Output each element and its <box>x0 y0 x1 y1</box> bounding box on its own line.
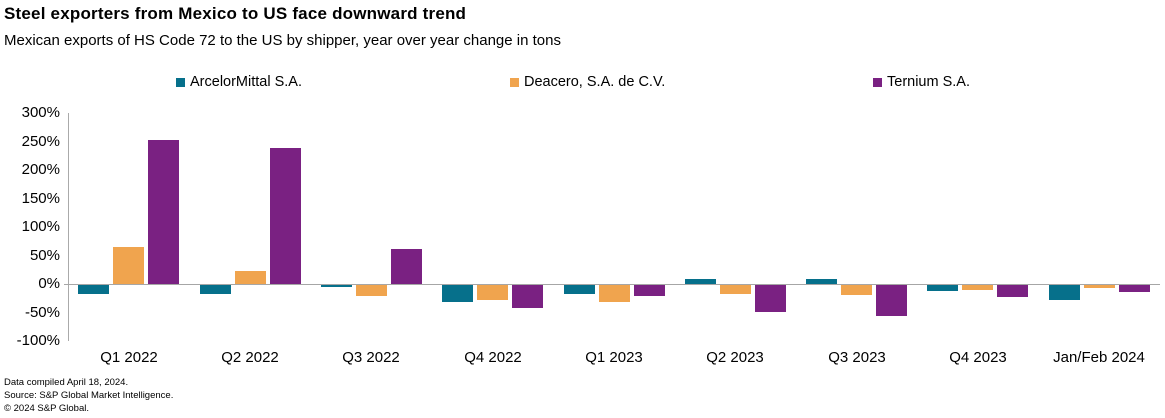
bar-arcelormittal-s-a-q2-2023 <box>685 279 716 284</box>
y-axis-tick-label: 100% <box>21 218 60 235</box>
footer-compiled-line: Data compiled April 18, 2024. <box>4 377 129 388</box>
y-axis-tick-label: -100% <box>16 332 60 349</box>
legend-item-arcelormittal-s-a: ArcelorMittal S.A. <box>176 74 302 90</box>
x-axis-tick-label: Q3 2022 <box>342 349 400 366</box>
zero-baseline <box>64 284 1160 285</box>
footer-source-line: Source: S&P Global Market Intelligence. <box>4 390 174 401</box>
x-axis-tick-label: Q4 2022 <box>464 349 522 366</box>
bar-ternium-s-a-q1-2022 <box>148 140 179 284</box>
legend-item-ternium-s-a: Ternium S.A. <box>873 74 970 90</box>
x-axis-tick-label: Jan/Feb 2024 <box>1053 349 1145 366</box>
bar-ternium-s-a-q4-2022 <box>512 285 543 308</box>
bar-deacero-s-a-de-c-v-q3-2023 <box>841 285 872 295</box>
page-title: Steel exporters from Mexico to US face d… <box>4 4 467 23</box>
y-axis-line <box>68 113 69 341</box>
bar-deacero-s-a-de-c-v-q1-2023 <box>599 285 630 302</box>
x-axis-tick-label: Q1 2023 <box>585 349 643 366</box>
bar-deacero-s-a-de-c-v-q2-2023 <box>720 285 751 294</box>
legend-label: Ternium S.A. <box>887 74 970 90</box>
y-axis-tick-label: 50% <box>29 246 60 264</box>
y-axis-tick-label: 250% <box>21 132 60 150</box>
bar-arcelormittal-s-a-q4-2022 <box>442 285 473 302</box>
x-axis-tick-label: Q3 2023 <box>828 349 886 366</box>
y-axis-tick-label: -50% <box>24 303 60 321</box>
legend-label: ArcelorMittal S.A. <box>190 74 302 90</box>
y-axis-tick-label: 0% <box>38 275 60 292</box>
y-axis-tick-label: 200% <box>21 161 60 178</box>
bar-arcelormittal-s-a-jan-feb-2024 <box>1049 285 1080 300</box>
bar-ternium-s-a-q3-2022 <box>391 249 422 284</box>
bar-deacero-s-a-de-c-v-q1-2022 <box>113 247 144 284</box>
legend-item-deacero-s-a-de-c-v: Deacero, S.A. de C.V. <box>510 74 665 90</box>
bar-chart: 300% 250% 200% 150% 100% 50% 0% -50% -100% Q1 20… <box>0 104 1165 383</box>
bar-deacero-s-a-de-c-v-q4-2022 <box>477 285 508 300</box>
x-axis-tick-label: Q2 2023 <box>706 349 764 366</box>
footer-copyright-line: © 2024 S&P Global. <box>4 403 89 414</box>
bar-arcelormittal-s-a-q1-2023 <box>564 285 595 294</box>
bar-arcelormittal-s-a-q4-2023 <box>927 285 958 291</box>
y-axis-tick-label: 300% <box>21 104 60 121</box>
x-axis-tick-label: Q4 2023 <box>949 349 1007 366</box>
bar-ternium-s-a-q2-2022 <box>270 148 301 284</box>
bar-deacero-s-a-de-c-v-jan-feb-2024 <box>1084 285 1115 288</box>
bar-arcelormittal-s-a-q2-2022 <box>200 285 231 294</box>
bar-ternium-s-a-q3-2023 <box>876 285 907 316</box>
page-subtitle: Mexican exports of HS Code 72 to the US … <box>4 32 561 49</box>
bar-deacero-s-a-de-c-v-q2-2022 <box>235 271 266 284</box>
bar-arcelormittal-s-a-q3-2022 <box>321 285 352 287</box>
legend-swatch-icon <box>873 77 882 87</box>
legend: ArcelorMittal S.A. Deacero, S.A. de C.V. T… <box>0 74 1165 92</box>
bar-ternium-s-a-q1-2023 <box>634 285 665 296</box>
bar-ternium-s-a-q4-2023 <box>997 285 1028 297</box>
y-axis-tick-label: 150% <box>21 189 60 207</box>
bar-ternium-s-a-jan-feb-2024 <box>1119 285 1150 292</box>
y-axis: 300% 250% 200% 150% 100% 50% 0% -50% -100% <box>0 104 60 349</box>
legend-swatch-icon <box>176 77 185 87</box>
source-note: Data compiled April 18, 2024. Source: S&… <box>4 376 173 415</box>
legend-swatch-icon <box>510 77 519 87</box>
bar-ternium-s-a-q2-2023 <box>755 285 786 312</box>
x-axis-tick-label: Q2 2022 <box>221 349 279 366</box>
bar-deacero-s-a-de-c-v-q4-2023 <box>962 285 993 290</box>
x-axis-tick-label: Q1 2022 <box>100 349 158 366</box>
bar-arcelormittal-s-a-q1-2022 <box>78 285 109 294</box>
legend-label: Deacero, S.A. de C.V. <box>524 74 666 90</box>
bar-arcelormittal-s-a-q3-2023 <box>806 279 837 284</box>
bar-deacero-s-a-de-c-v-q3-2022 <box>356 285 387 296</box>
plot-area: Q1 2022 Q2 2022 Q3 2022 Q4 2022 Q1 2023 Q2 20… <box>64 113 1160 366</box>
